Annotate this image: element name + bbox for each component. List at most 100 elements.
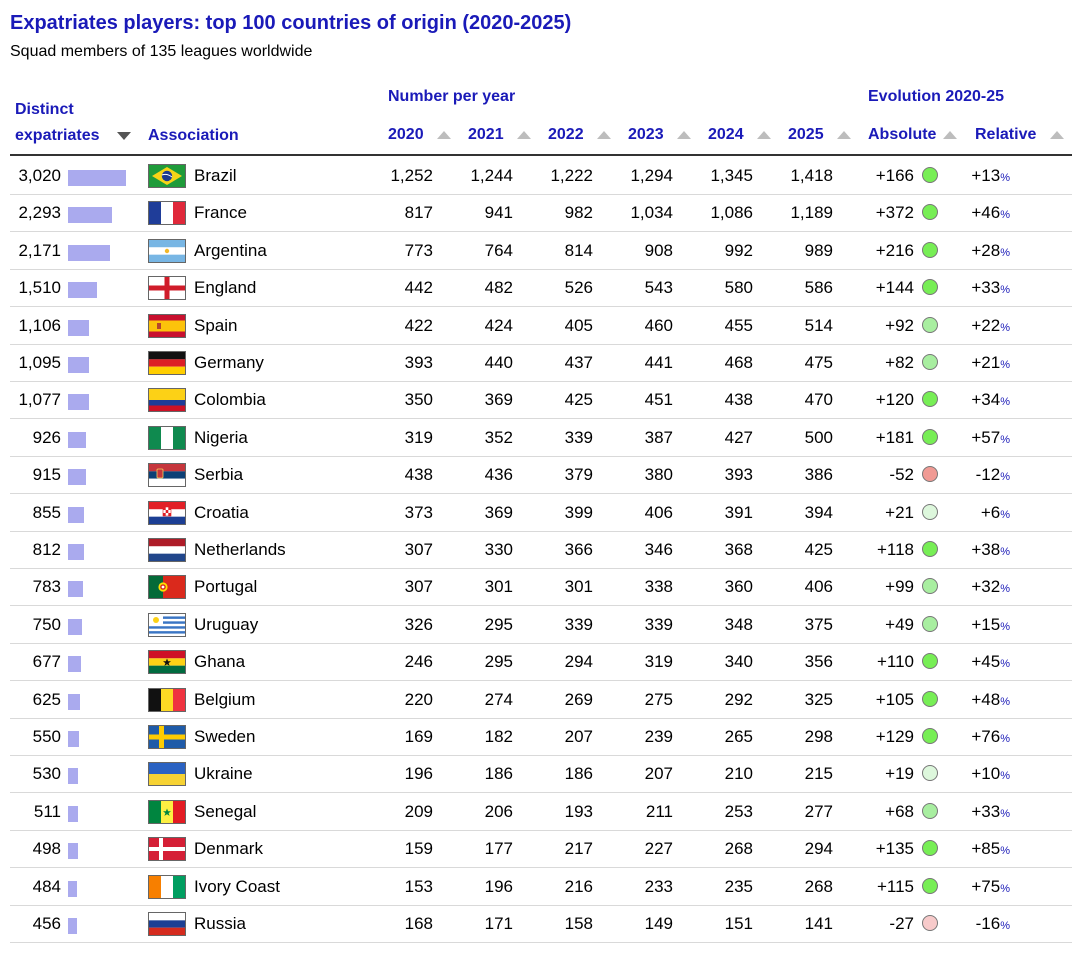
country-name[interactable]: France (194, 203, 247, 223)
sort-asc-icon[interactable] (1050, 131, 1064, 139)
country-name[interactable]: Uruguay (194, 614, 259, 634)
year-value-2021: 295 (484, 652, 513, 672)
sort-desc-icon[interactable] (117, 132, 131, 140)
year-value-2021: 274 (484, 689, 513, 709)
table-row[interactable]: 530 Ukraine 196 186 186 207 210 215 +19 +10% (10, 755, 1072, 794)
percent-sign: % (1000, 471, 1010, 484)
relative-change: +33 (971, 278, 1001, 298)
relative-change: +48 (971, 689, 1001, 709)
distinct-count: 1,510 (18, 278, 61, 298)
table-row[interactable]: 812 Netherlands 307 330 366 346 368 425 +118 +38% (10, 531, 1072, 569)
absolute-change: +129 (875, 727, 914, 746)
table-row[interactable]: 926 Nigeria 319 352 339 387 427 500 +181 +57% (10, 419, 1072, 457)
sort-asc-icon[interactable] (757, 131, 771, 139)
sort-asc-icon[interactable] (437, 131, 451, 139)
sort-asc-icon[interactable] (943, 131, 957, 139)
header-relative[interactable]: Relative (975, 126, 1037, 143)
table-row[interactable]: 915 Serbia 438 436 379 380 393 386 -52 -12% (10, 456, 1072, 495)
year-value-2021: 206 (484, 801, 513, 821)
country-name[interactable]: Denmark (194, 839, 263, 859)
header-distinct-sort[interactable]: expatriates (15, 127, 100, 144)
country-name[interactable]: Croatia (194, 502, 249, 522)
distinct-count: 498 (32, 839, 61, 859)
year-value-2022: 526 (564, 278, 593, 298)
table-row[interactable]: 3,020 Brazil 1,252 1,244 1,222 1,294 1,345 1,41… (10, 157, 1072, 195)
table-row[interactable]: 484 Ivory Coast 153 196 216 233 235 268 +115 +75% (10, 868, 1072, 906)
table-row[interactable]: 511 Senegal 209 206 193 211 253 277 +68 +33% (10, 793, 1072, 831)
country-name[interactable]: Argentina (194, 240, 267, 260)
year-value-2022: 437 (564, 353, 593, 372)
year-value-2025: 586 (804, 278, 833, 298)
trend-dot-icon (922, 728, 938, 744)
year-value-2021: 295 (484, 614, 513, 634)
percent-sign: % (1000, 433, 1010, 446)
header-year-2022[interactable]: 2022 (548, 126, 584, 143)
table-row[interactable]: 550 Sweden 169 182 207 239 265 298 +129 +76% (10, 718, 1072, 756)
table-row[interactable]: 456 Russia 168 171 158 149 151 141 -27 -16% (10, 905, 1072, 943)
header-absolute[interactable]: Absolute (868, 126, 937, 143)
table-row[interactable]: 625 Belgium 220 274 269 275 292 325 +105 +48% (10, 681, 1072, 719)
sort-asc-icon[interactable] (517, 131, 531, 139)
country-name[interactable]: Serbia (194, 465, 244, 485)
country-name[interactable]: Ivory Coast (194, 876, 280, 896)
table-row[interactable]: 2,293 France 817 941 982 1,034 1,086 1,189 +372 +… (10, 194, 1072, 233)
year-value-2024: 151 (724, 914, 753, 933)
year-value-2023: 207 (644, 764, 673, 784)
country-name[interactable]: Ghana (194, 652, 246, 672)
year-value-2022: 366 (564, 540, 593, 559)
distinct-bar (68, 656, 81, 673)
relative-change: +75 (971, 876, 1001, 896)
table-row[interactable]: 783 Portugal 307 301 301 338 360 406 +99 +32% (10, 568, 1072, 607)
header-year-2020[interactable]: 2020 (388, 126, 424, 143)
absolute-change: +68 (885, 801, 914, 821)
table-row[interactable]: 1,095 Germany 393 440 437 441 468 475 +82 +21% (10, 344, 1072, 382)
percent-sign: % (1000, 733, 1010, 745)
header-year-2025[interactable]: 2025 (788, 126, 824, 143)
table-row[interactable]: 1,106 Spain 422 424 405 460 455 514 +92 +22% (10, 307, 1072, 345)
distinct-count: 812 (32, 540, 61, 559)
distinct-count: 484 (32, 876, 61, 896)
country-name[interactable]: Russia (194, 914, 246, 933)
country-name[interactable]: Senegal (194, 801, 257, 821)
country-name[interactable]: Belgium (194, 689, 256, 709)
relative-change: +45 (971, 652, 1001, 672)
country-name[interactable]: Sweden (194, 727, 256, 746)
trend-dot-icon (922, 653, 938, 670)
sort-asc-icon[interactable] (837, 131, 851, 139)
country-name[interactable]: Germany (194, 353, 264, 372)
relative-change: +76 (971, 727, 1001, 746)
country-name[interactable]: England (194, 278, 257, 298)
header-year-2021[interactable]: 2021 (468, 126, 504, 143)
year-value-2021: 330 (484, 540, 513, 559)
country-name[interactable]: Brazil (194, 166, 237, 185)
relative-change: +57 (971, 427, 1001, 447)
year-value-2024: 427 (724, 427, 753, 447)
table-row[interactable]: 1,510 England 442 482 526 543 580 586 +144 +33% (10, 269, 1072, 308)
absolute-change: +135 (875, 839, 914, 859)
table-row[interactable]: 1,077 Colombia 350 369 425 451 438 470 +120 +34% (10, 381, 1072, 420)
distinct-count: 2,171 (18, 240, 61, 260)
table-row[interactable]: 2,171 Argentina 773 764 814 908 992 989 +216 +28% (10, 232, 1072, 270)
year-value-2024: 455 (724, 315, 753, 335)
sort-asc-icon[interactable] (677, 131, 691, 139)
year-value-2023: 1,034 (630, 203, 673, 223)
country-name[interactable]: Nigeria (194, 427, 248, 447)
header-year-2023[interactable]: 2023 (628, 126, 664, 143)
year-value-2025: 406 (804, 577, 833, 597)
header-year-2024[interactable]: 2024 (708, 126, 744, 143)
table-row[interactable]: 750 Uruguay 326 295 339 339 348 375 +49 +15% (10, 606, 1072, 644)
year-value-2021: 369 (484, 390, 513, 410)
country-name[interactable]: Colombia (194, 390, 266, 410)
year-value-2025: 268 (804, 876, 833, 896)
table-row[interactable]: 855 Croatia 373 369 399 406 391 394 +21 +6% (10, 494, 1072, 532)
year-value-2023: 339 (644, 614, 673, 634)
country-name[interactable]: Ukraine (194, 764, 253, 784)
country-name[interactable]: Portugal (194, 577, 258, 597)
distinct-bar (68, 207, 112, 224)
table-row[interactable]: 677 Ghana 246 295 294 319 340 356 +110 +45% (10, 643, 1072, 682)
table-row[interactable]: 498 Denmark 159 177 217 227 268 294 +135 +85% (10, 830, 1072, 869)
header-association[interactable]: Association (148, 127, 239, 144)
country-name[interactable]: Spain (194, 315, 238, 335)
sort-asc-icon[interactable] (597, 131, 611, 139)
country-name[interactable]: Netherlands (194, 540, 286, 559)
